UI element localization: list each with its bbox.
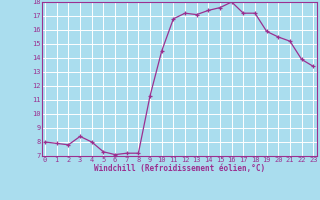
- X-axis label: Windchill (Refroidissement éolien,°C): Windchill (Refroidissement éolien,°C): [94, 164, 265, 173]
